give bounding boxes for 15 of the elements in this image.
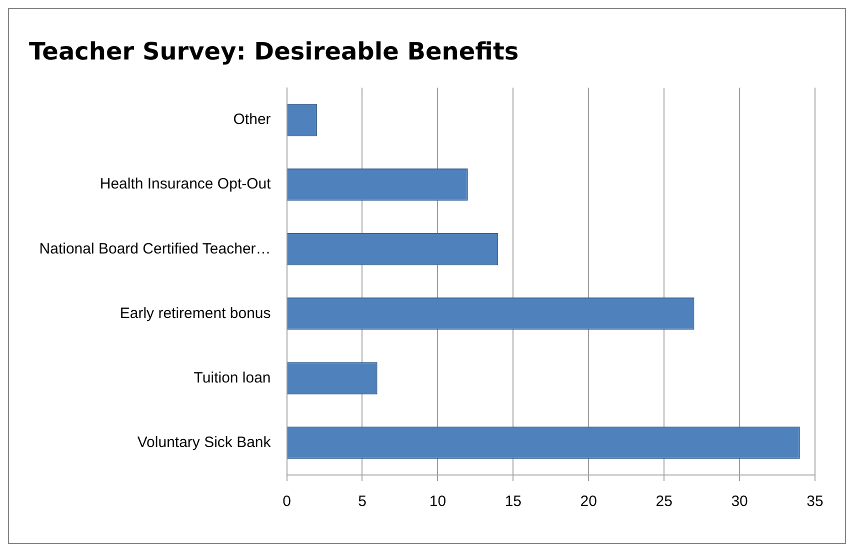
y-tick-label: Early retirement bonus [120, 304, 271, 322]
x-tick-label: 30 [731, 493, 748, 510]
y-tick-label: Tuition loan [194, 369, 271, 386]
x-tick-label: 20 [580, 493, 597, 510]
y-tick-label: Other [233, 111, 271, 128]
x-tick-label: 5 [358, 493, 366, 510]
y-tick-label: Voluntary Sick Bank [137, 434, 272, 451]
y-tick-label: National Board Certified Teacher… [39, 240, 271, 258]
x-tick-label: 15 [504, 493, 522, 510]
x-tick-label: 10 [429, 493, 446, 510]
x-tick-label: 0 [282, 493, 291, 510]
chart-title: Teacher Survey: Desireable Benefits [29, 38, 519, 66]
x-tick-label: 35 [806, 493, 824, 510]
y-tick-label: Health Insurance Opt-Out [100, 176, 272, 193]
x-tick-label: 25 [656, 493, 672, 510]
